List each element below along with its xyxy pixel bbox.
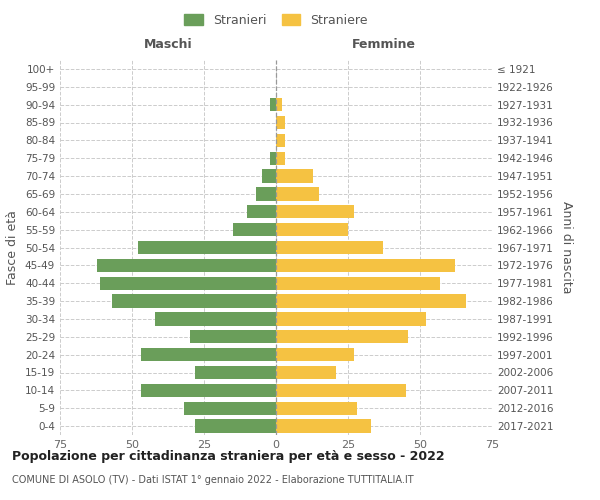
Bar <box>276 348 354 362</box>
Bar <box>276 384 406 397</box>
Bar <box>276 170 313 183</box>
Bar <box>112 294 276 308</box>
Bar <box>233 223 276 236</box>
Bar <box>256 187 276 200</box>
Bar <box>262 170 276 183</box>
Bar <box>196 420 276 433</box>
Text: COMUNE DI ASOLO (TV) - Dati ISTAT 1° gennaio 2022 - Elaborazione TUTTITALIA.IT: COMUNE DI ASOLO (TV) - Dati ISTAT 1° gen… <box>12 475 413 485</box>
Text: Femmine: Femmine <box>352 38 416 51</box>
Legend: Stranieri, Straniere: Stranieri, Straniere <box>179 8 373 32</box>
Bar <box>196 366 276 379</box>
Bar <box>276 402 356 415</box>
Bar <box>276 420 371 433</box>
Bar <box>276 330 409 344</box>
Bar <box>276 241 383 254</box>
Bar <box>140 384 276 397</box>
Bar <box>97 258 276 272</box>
Text: Maschi: Maschi <box>143 38 193 51</box>
Bar <box>140 348 276 362</box>
Bar <box>276 366 337 379</box>
Bar <box>276 152 284 165</box>
Bar <box>247 205 276 218</box>
Y-axis label: Anni di nascita: Anni di nascita <box>560 201 573 294</box>
Y-axis label: Fasce di età: Fasce di età <box>7 210 19 285</box>
Bar <box>184 402 276 415</box>
Bar <box>270 152 276 165</box>
Bar <box>276 276 440 290</box>
Bar <box>276 187 319 200</box>
Bar <box>276 258 455 272</box>
Bar <box>190 330 276 344</box>
Bar <box>276 134 284 147</box>
Bar <box>155 312 276 326</box>
Bar <box>270 98 276 112</box>
Bar <box>138 241 276 254</box>
Bar <box>100 276 276 290</box>
Bar <box>276 294 466 308</box>
Bar <box>276 98 282 112</box>
Bar <box>276 116 284 129</box>
Bar <box>276 223 348 236</box>
Text: Popolazione per cittadinanza straniera per età e sesso - 2022: Popolazione per cittadinanza straniera p… <box>12 450 445 463</box>
Bar <box>276 205 354 218</box>
Bar <box>276 312 426 326</box>
